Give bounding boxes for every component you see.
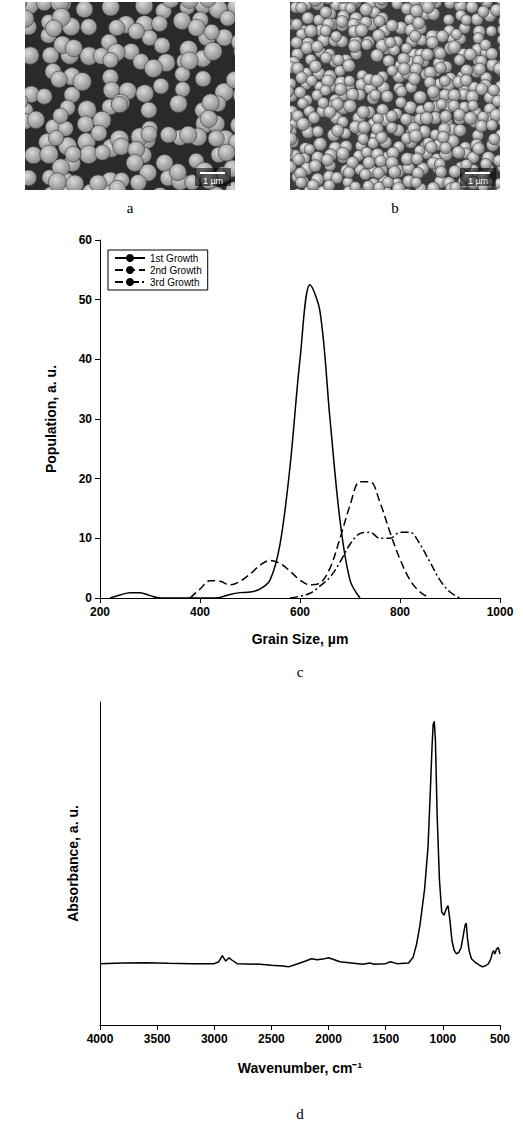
html-text:c: c (296, 664, 304, 680)
svg-text:30: 30 (79, 412, 93, 426)
svg-text:200: 200 (90, 605, 110, 619)
svg-text:Grain Size, µm: Grain Size, µm (252, 631, 349, 647)
svg-text:1500: 1500 (372, 1032, 399, 1046)
svg-text:1 µm: 1 µm (468, 176, 488, 186)
svg-text:1st Growth: 1st Growth (150, 253, 198, 264)
svg-text:20: 20 (79, 472, 93, 486)
html-text:b: b (391, 200, 399, 216)
svg-text:3rd Growth: 3rd Growth (150, 277, 199, 288)
svg-text:2nd Growth: 2nd Growth (150, 265, 202, 276)
svg-text:50: 50 (79, 293, 93, 307)
svg-text:10: 10 (79, 531, 93, 545)
svg-text:Wavenumber, cm⁻¹: Wavenumber, cm⁻¹ (238, 1060, 363, 1076)
svg-text:3500: 3500 (144, 1032, 171, 1046)
svg-text:600: 600 (290, 605, 310, 619)
svg-text:2000: 2000 (315, 1032, 342, 1046)
svg-text:500: 500 (490, 1032, 510, 1046)
html-text:a: a (126, 200, 134, 216)
svg-text:800: 800 (390, 605, 410, 619)
svg-text:4000: 4000 (87, 1032, 114, 1046)
svg-text:60: 60 (79, 233, 93, 247)
svg-text:1000: 1000 (487, 605, 514, 619)
svg-text:Population, a. u.: Population, a. u. (43, 365, 59, 473)
svg-text:40: 40 (79, 352, 93, 366)
svg-text:400: 400 (190, 605, 210, 619)
svg-text:0: 0 (85, 591, 92, 605)
svg-text:2500: 2500 (258, 1032, 285, 1046)
svg-text:3000: 3000 (201, 1032, 228, 1046)
svg-text:1 µm: 1 µm (203, 176, 223, 186)
svg-text:1000: 1000 (430, 1032, 457, 1046)
svg-text:Absorbance, a. u.: Absorbance, a. u. (65, 805, 81, 922)
html-text:d: d (296, 1106, 304, 1122)
